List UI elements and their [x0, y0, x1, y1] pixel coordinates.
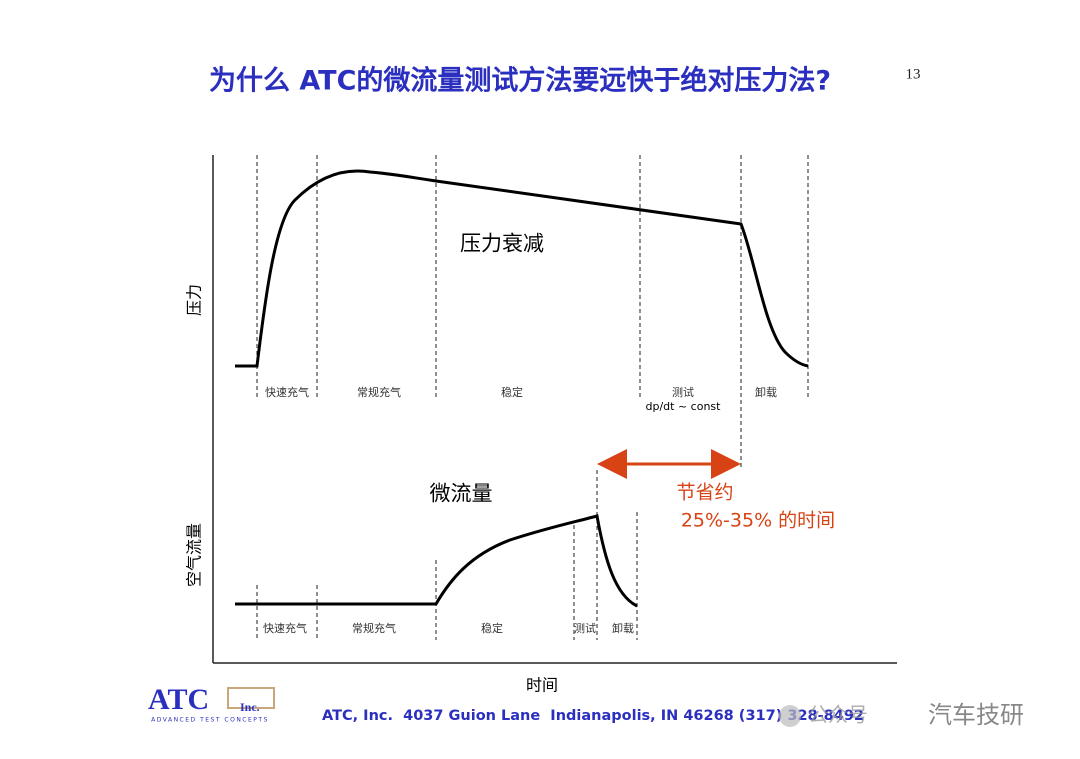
saving-text: 节省约 [676, 482, 733, 504]
phase-label: 常规充气 [352, 621, 396, 635]
saving-text: 25%-35% 的时间 [681, 510, 835, 532]
address: ATC, Inc. 4037 Guion Lane Indianapolis, … [322, 708, 864, 724]
axes [212, 155, 897, 664]
watermark: 汽车技研 [928, 701, 1024, 729]
logo: ATC Inc. ADVANCED TEST CONCEPTS [148, 683, 275, 724]
phase-label: 常规充气 [357, 385, 401, 399]
watermark: 公众号 [808, 703, 868, 727]
curve-label: 微流量 [430, 482, 493, 506]
phase-label: 测试 [672, 386, 694, 399]
note: dp/dt ~ const [646, 400, 722, 413]
y-label-top: 压力 [185, 284, 204, 316]
y-label-bottom: 空气流量 [185, 523, 204, 587]
phase-label: 卸载 [755, 385, 777, 399]
phase-label: 稳定 [501, 385, 523, 399]
phase-label: 快速充气 [265, 385, 309, 399]
x-label: 时间 [526, 676, 558, 695]
logo-tagline: ADVANCED TEST CONCEPTS [151, 717, 269, 724]
pressure-curve [235, 169, 809, 368]
logo-suffix: Inc. [240, 700, 260, 714]
phase-label: 快速充气 [263, 621, 307, 635]
page-number: 13 [906, 66, 921, 82]
phase-dividers [256, 155, 809, 640]
phase-label: 卸载 [612, 621, 634, 635]
watermark-icon [779, 705, 801, 727]
title: 为什么 ATC的微流量测试方法要远快于绝对压力法? [209, 65, 831, 97]
curve-label: 压力衰减 [460, 232, 544, 256]
phase-label: 稳定 [481, 621, 503, 635]
logo-text: ATC [148, 683, 209, 716]
phase-label: 测试 [574, 622, 596, 635]
flow-curve [235, 514, 638, 608]
